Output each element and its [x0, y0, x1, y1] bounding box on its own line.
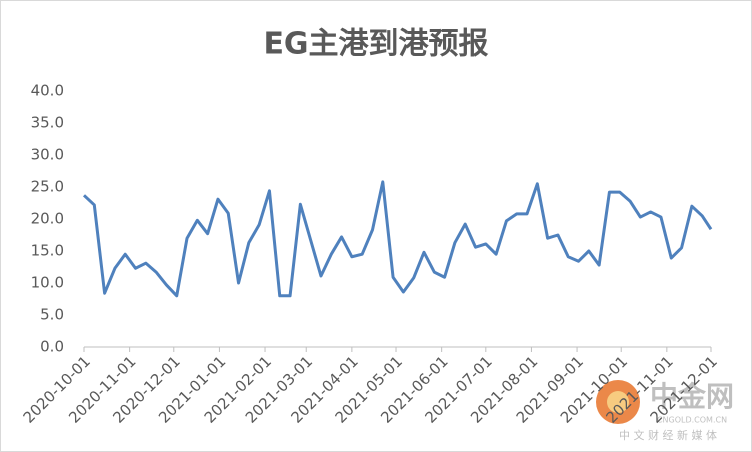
- chart-title: EG主港到港预报: [263, 27, 488, 62]
- y-tick-label: 15.0: [31, 242, 64, 260]
- watermark-logo-inner: [607, 391, 629, 413]
- watermark-slogan: 中 文 财 经 新 媒 体: [619, 428, 717, 442]
- y-tick-label: 5.0: [40, 306, 64, 324]
- y-tick-label: 10.0: [31, 274, 64, 292]
- data-line: [82, 180, 713, 298]
- y-tick-label: 40.0: [31, 82, 64, 100]
- watermark-site: CNGOLD.COM.CN: [657, 416, 727, 425]
- y-tick-label: 0.0: [40, 338, 64, 356]
- y-tick-label: 25.0: [31, 178, 64, 196]
- watermark-brand: 中金网: [650, 380, 734, 413]
- y-tick-label: 30.0: [31, 146, 64, 164]
- watermark: 中金网 CNGOLD.COM.CN 中 文 财 经 新 媒 体: [596, 380, 734, 442]
- y-tick-label: 35.0: [31, 114, 64, 132]
- y-tick-label: 20.0: [31, 210, 64, 228]
